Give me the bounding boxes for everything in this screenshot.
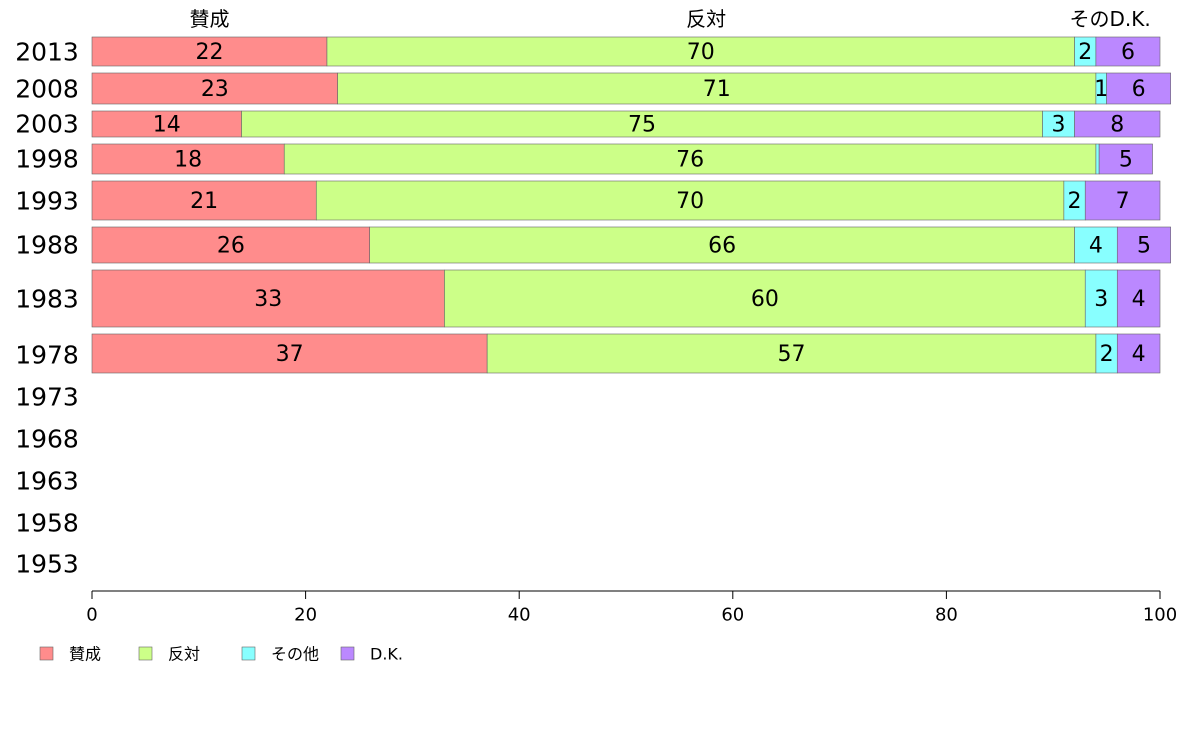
data-label: 6 <box>1132 77 1146 102</box>
bar-segment <box>1095 36 1161 67</box>
x-tick-label: 0 <box>86 605 97 626</box>
data-label: 2 <box>1078 40 1092 65</box>
bar-segment <box>444 269 1086 328</box>
bar-segment <box>1074 110 1161 138</box>
data-label: 4 <box>1132 342 1146 367</box>
legend-swatch <box>39 646 54 661</box>
bar-segment <box>315 180 1065 221</box>
data-label: 23 <box>201 77 229 102</box>
data-label: 2 <box>1068 189 1082 214</box>
data-label: 2 <box>1100 342 1114 367</box>
y-tick-label: 1993 <box>15 187 79 216</box>
top-series-label: 賛成 <box>189 7 229 31</box>
data-label: 8 <box>1110 113 1124 138</box>
bar-segment <box>91 143 285 175</box>
y-tick-label: 1998 <box>15 145 79 174</box>
bar-segment <box>91 110 242 138</box>
x-tick-label: 60 <box>721 605 744 626</box>
bar-segment <box>369 226 1075 264</box>
top-series-label: 反対 <box>686 7 726 31</box>
data-label: 5 <box>1137 234 1151 259</box>
bar-segment <box>1098 143 1153 175</box>
top-series-label: その <box>1070 7 1110 31</box>
bar-segment <box>91 72 338 105</box>
x-tick-label: 100 <box>1143 605 1177 626</box>
bar-segment <box>283 143 1097 175</box>
data-label: 33 <box>254 287 282 312</box>
data-label: 3 <box>1052 113 1066 138</box>
bar-segment <box>1084 269 1118 328</box>
legend-label: その他 <box>271 645 319 664</box>
data-label: 21 <box>190 189 218 214</box>
data-label: 37 <box>276 342 304 367</box>
bar-segment <box>1116 226 1171 264</box>
bar-segment <box>1084 180 1161 221</box>
data-label: 70 <box>687 40 715 65</box>
data-label: 4 <box>1132 287 1146 312</box>
y-tick-label: 1963 <box>15 467 79 496</box>
y-tick-label: 2013 <box>15 38 79 67</box>
data-label: 3 <box>1094 287 1108 312</box>
bar-segment <box>91 226 370 264</box>
bar-segment <box>1074 226 1118 264</box>
data-label: 1 <box>1094 77 1108 102</box>
data-label: 22 <box>195 40 223 65</box>
bar-segment <box>326 36 1075 67</box>
data-label: 14 <box>153 113 181 138</box>
data-label: 76 <box>676 148 704 173</box>
legend-swatch <box>138 646 153 661</box>
data-label: 71 <box>703 77 731 102</box>
y-tick-label: 1953 <box>15 550 79 579</box>
bar-segment <box>1042 110 1075 138</box>
data-label: 7 <box>1116 189 1130 214</box>
data-label: 57 <box>778 342 806 367</box>
top-series-label: D.K. <box>1109 7 1150 31</box>
legend-swatch <box>340 646 355 661</box>
y-tick-label: 2008 <box>15 75 79 104</box>
bar-segment <box>91 36 328 67</box>
bar-segment <box>1106 72 1171 105</box>
y-tick-label: 1968 <box>15 425 79 454</box>
bar-segment <box>1116 269 1161 328</box>
data-label: 26 <box>217 234 245 259</box>
y-tick-label: 1988 <box>15 231 79 260</box>
data-label: 18 <box>174 148 202 173</box>
data-label: 5 <box>1119 148 1133 173</box>
bar-segment <box>337 72 1097 105</box>
bar-segment <box>91 180 317 221</box>
data-label: 70 <box>676 189 704 214</box>
data-label: 6 <box>1121 40 1135 65</box>
y-tick-label: 2003 <box>15 110 79 139</box>
data-label: 60 <box>751 287 779 312</box>
data-label: 75 <box>628 113 656 138</box>
data-label: 66 <box>708 234 736 259</box>
legend-label: 賛成 <box>69 645 101 664</box>
bar-segment <box>241 110 1043 138</box>
legend-label: 反対 <box>168 645 200 664</box>
bar-segment <box>91 333 488 374</box>
bar-segment <box>1095 143 1100 175</box>
y-tick-label: 1973 <box>15 383 79 412</box>
y-tick-label: 1958 <box>15 509 79 538</box>
x-tick-label: 40 <box>508 605 531 626</box>
x-tick-label: 20 <box>294 605 317 626</box>
x-tick-label: 80 <box>935 605 958 626</box>
bar-segment <box>91 269 445 328</box>
y-tick-label: 1983 <box>15 285 79 314</box>
legend-label: D.K. <box>370 645 403 664</box>
y-tick-label: 1978 <box>15 341 79 370</box>
data-label: 4 <box>1089 234 1103 259</box>
bar-segment <box>1116 333 1161 374</box>
legend-swatch <box>241 646 256 661</box>
